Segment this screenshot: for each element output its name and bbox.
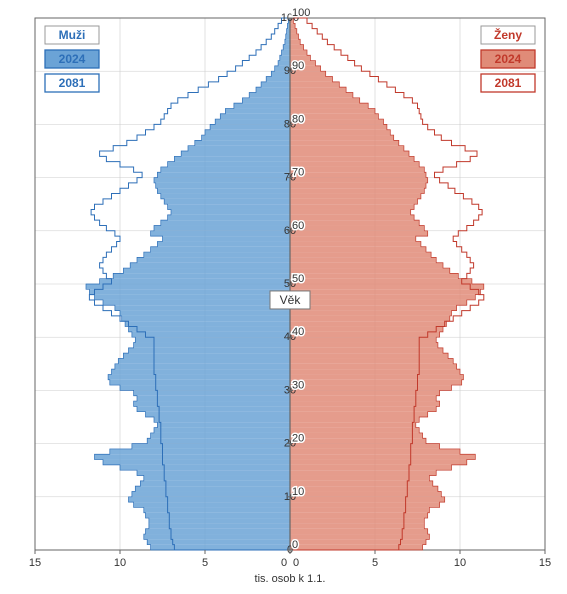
svg-text:0: 0 xyxy=(293,557,299,569)
svg-text:Muži: Muži xyxy=(59,28,86,42)
svg-text:100: 100 xyxy=(292,7,310,19)
svg-text:90: 90 xyxy=(292,60,304,72)
svg-text:2024: 2024 xyxy=(495,52,522,66)
svg-text:10: 10 xyxy=(292,486,304,498)
svg-text:30: 30 xyxy=(292,379,304,391)
population-pyramid: { "type": "population-pyramid", "width":… xyxy=(0,0,567,594)
svg-text:40: 40 xyxy=(292,326,304,338)
y-axis-label: Věk xyxy=(280,293,302,307)
svg-text:60: 60 xyxy=(292,220,304,232)
svg-text:20: 20 xyxy=(292,433,304,445)
svg-text:10: 10 xyxy=(114,557,126,569)
svg-text:2024: 2024 xyxy=(59,52,86,66)
svg-text:2081: 2081 xyxy=(495,76,522,90)
svg-text:0: 0 xyxy=(281,557,287,569)
svg-text:5: 5 xyxy=(372,557,378,569)
svg-text:Ženy: Ženy xyxy=(494,27,522,42)
x-axis-label: tis. osob k 1.1. xyxy=(255,573,326,585)
svg-text:10: 10 xyxy=(454,557,466,569)
svg-text:70: 70 xyxy=(292,167,304,179)
svg-text:0: 0 xyxy=(292,539,298,551)
svg-text:50: 50 xyxy=(292,273,304,285)
pyramid-svg: 0102030405060708090100010203040506070809… xyxy=(0,0,567,594)
svg-text:15: 15 xyxy=(539,557,551,569)
svg-text:80: 80 xyxy=(292,113,304,125)
svg-text:2081: 2081 xyxy=(59,76,86,90)
svg-text:15: 15 xyxy=(29,557,41,569)
svg-text:5: 5 xyxy=(202,557,208,569)
